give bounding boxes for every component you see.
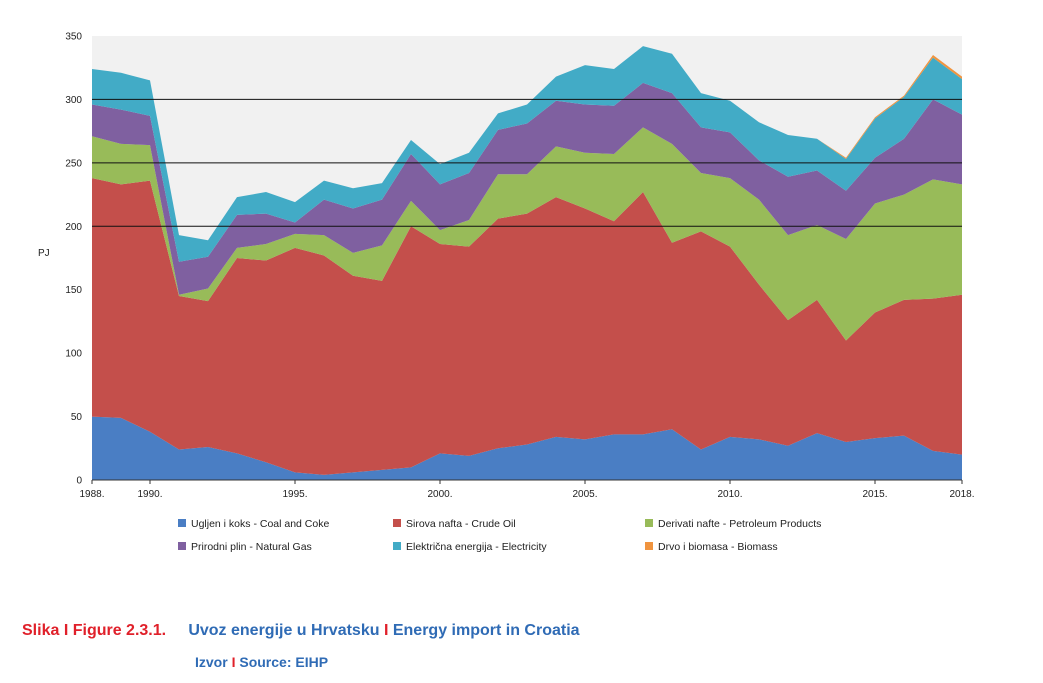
area-series-3	[92, 82, 962, 295]
x-tick-label: 2015.	[862, 489, 887, 500]
x-tick-label: 1988.	[79, 489, 104, 500]
y-tick-labels: 0 50 100 150 200 250 300 350	[65, 32, 82, 487]
legend-label: Ugljen i koks - Coal and Coke	[191, 518, 329, 530]
area-series-0	[92, 416, 962, 480]
y-axis-label: PJ	[38, 248, 50, 259]
legend-swatch	[393, 542, 401, 550]
x-tick-labels: 1988. 1990. 1995. 2000. 2005. 2010. 2015. 2018.	[79, 480, 975, 500]
legend-swatch	[178, 542, 186, 550]
caption-slika: Slika	[22, 622, 60, 639]
caption-title-hr: Uvoz energije u Hrvatsku	[188, 622, 380, 639]
legend: Ugljen i koks - Coal and Coke Sirova naft…	[178, 518, 821, 553]
gridlines	[92, 98, 962, 227]
legend-swatch	[645, 542, 653, 550]
legend-swatch	[393, 519, 401, 527]
legend-label: Sirova nafta - Crude Oil	[406, 518, 516, 530]
caption-separator-2: I	[383, 622, 389, 639]
figure-caption: Slika I Figure 2.3.1. Uvoz energije u Hr…	[22, 622, 580, 640]
source-izvor: Izvor	[195, 654, 228, 670]
x-tick-label: 1995.	[282, 489, 307, 500]
caption-title-en: Energy import in Croatia	[392, 622, 580, 639]
y-tick-label: 0	[76, 476, 82, 487]
legend-label: Drvo i biomasa - Biomass	[658, 541, 778, 553]
legend-label: Prirodni plin - Natural Gas	[191, 541, 312, 553]
y-tick-label: 300	[65, 95, 82, 106]
y-tick-label: 100	[65, 349, 82, 360]
y-tick-label: 250	[65, 158, 82, 169]
y-tick-label: 200	[65, 222, 82, 233]
legend-label: Električna energija - Electricity	[406, 541, 547, 553]
area-series-4	[92, 46, 962, 262]
source-text: Source: EIHP	[239, 654, 329, 670]
y-tick-label: 50	[71, 412, 83, 423]
area-series-1	[92, 178, 962, 475]
source-separator: I	[231, 654, 236, 670]
y-tick-label: 350	[65, 32, 82, 43]
caption-separator: I	[63, 622, 69, 639]
x-tick-label: 2010.	[717, 489, 742, 500]
x-tick-label: 2005.	[572, 489, 597, 500]
x-tick-label: 2000.	[427, 489, 452, 500]
legend-label: Derivati nafte - Petroleum Products	[658, 518, 821, 530]
stacked-areas	[92, 46, 962, 480]
y-tick-label: 150	[65, 285, 82, 296]
legend-swatch	[645, 519, 653, 527]
x-tick-label: 2018.	[949, 489, 974, 500]
x-tick-label: 1990.	[137, 489, 162, 500]
chart: PJ 0 50 100 150 200 250 300 350 1988. 1990. 1995.…	[38, 32, 975, 554]
source-line: Izvor I Source: EIHP	[195, 654, 328, 670]
legend-swatch	[178, 519, 186, 527]
caption-figure-number: Figure 2.3.1.	[72, 622, 167, 639]
